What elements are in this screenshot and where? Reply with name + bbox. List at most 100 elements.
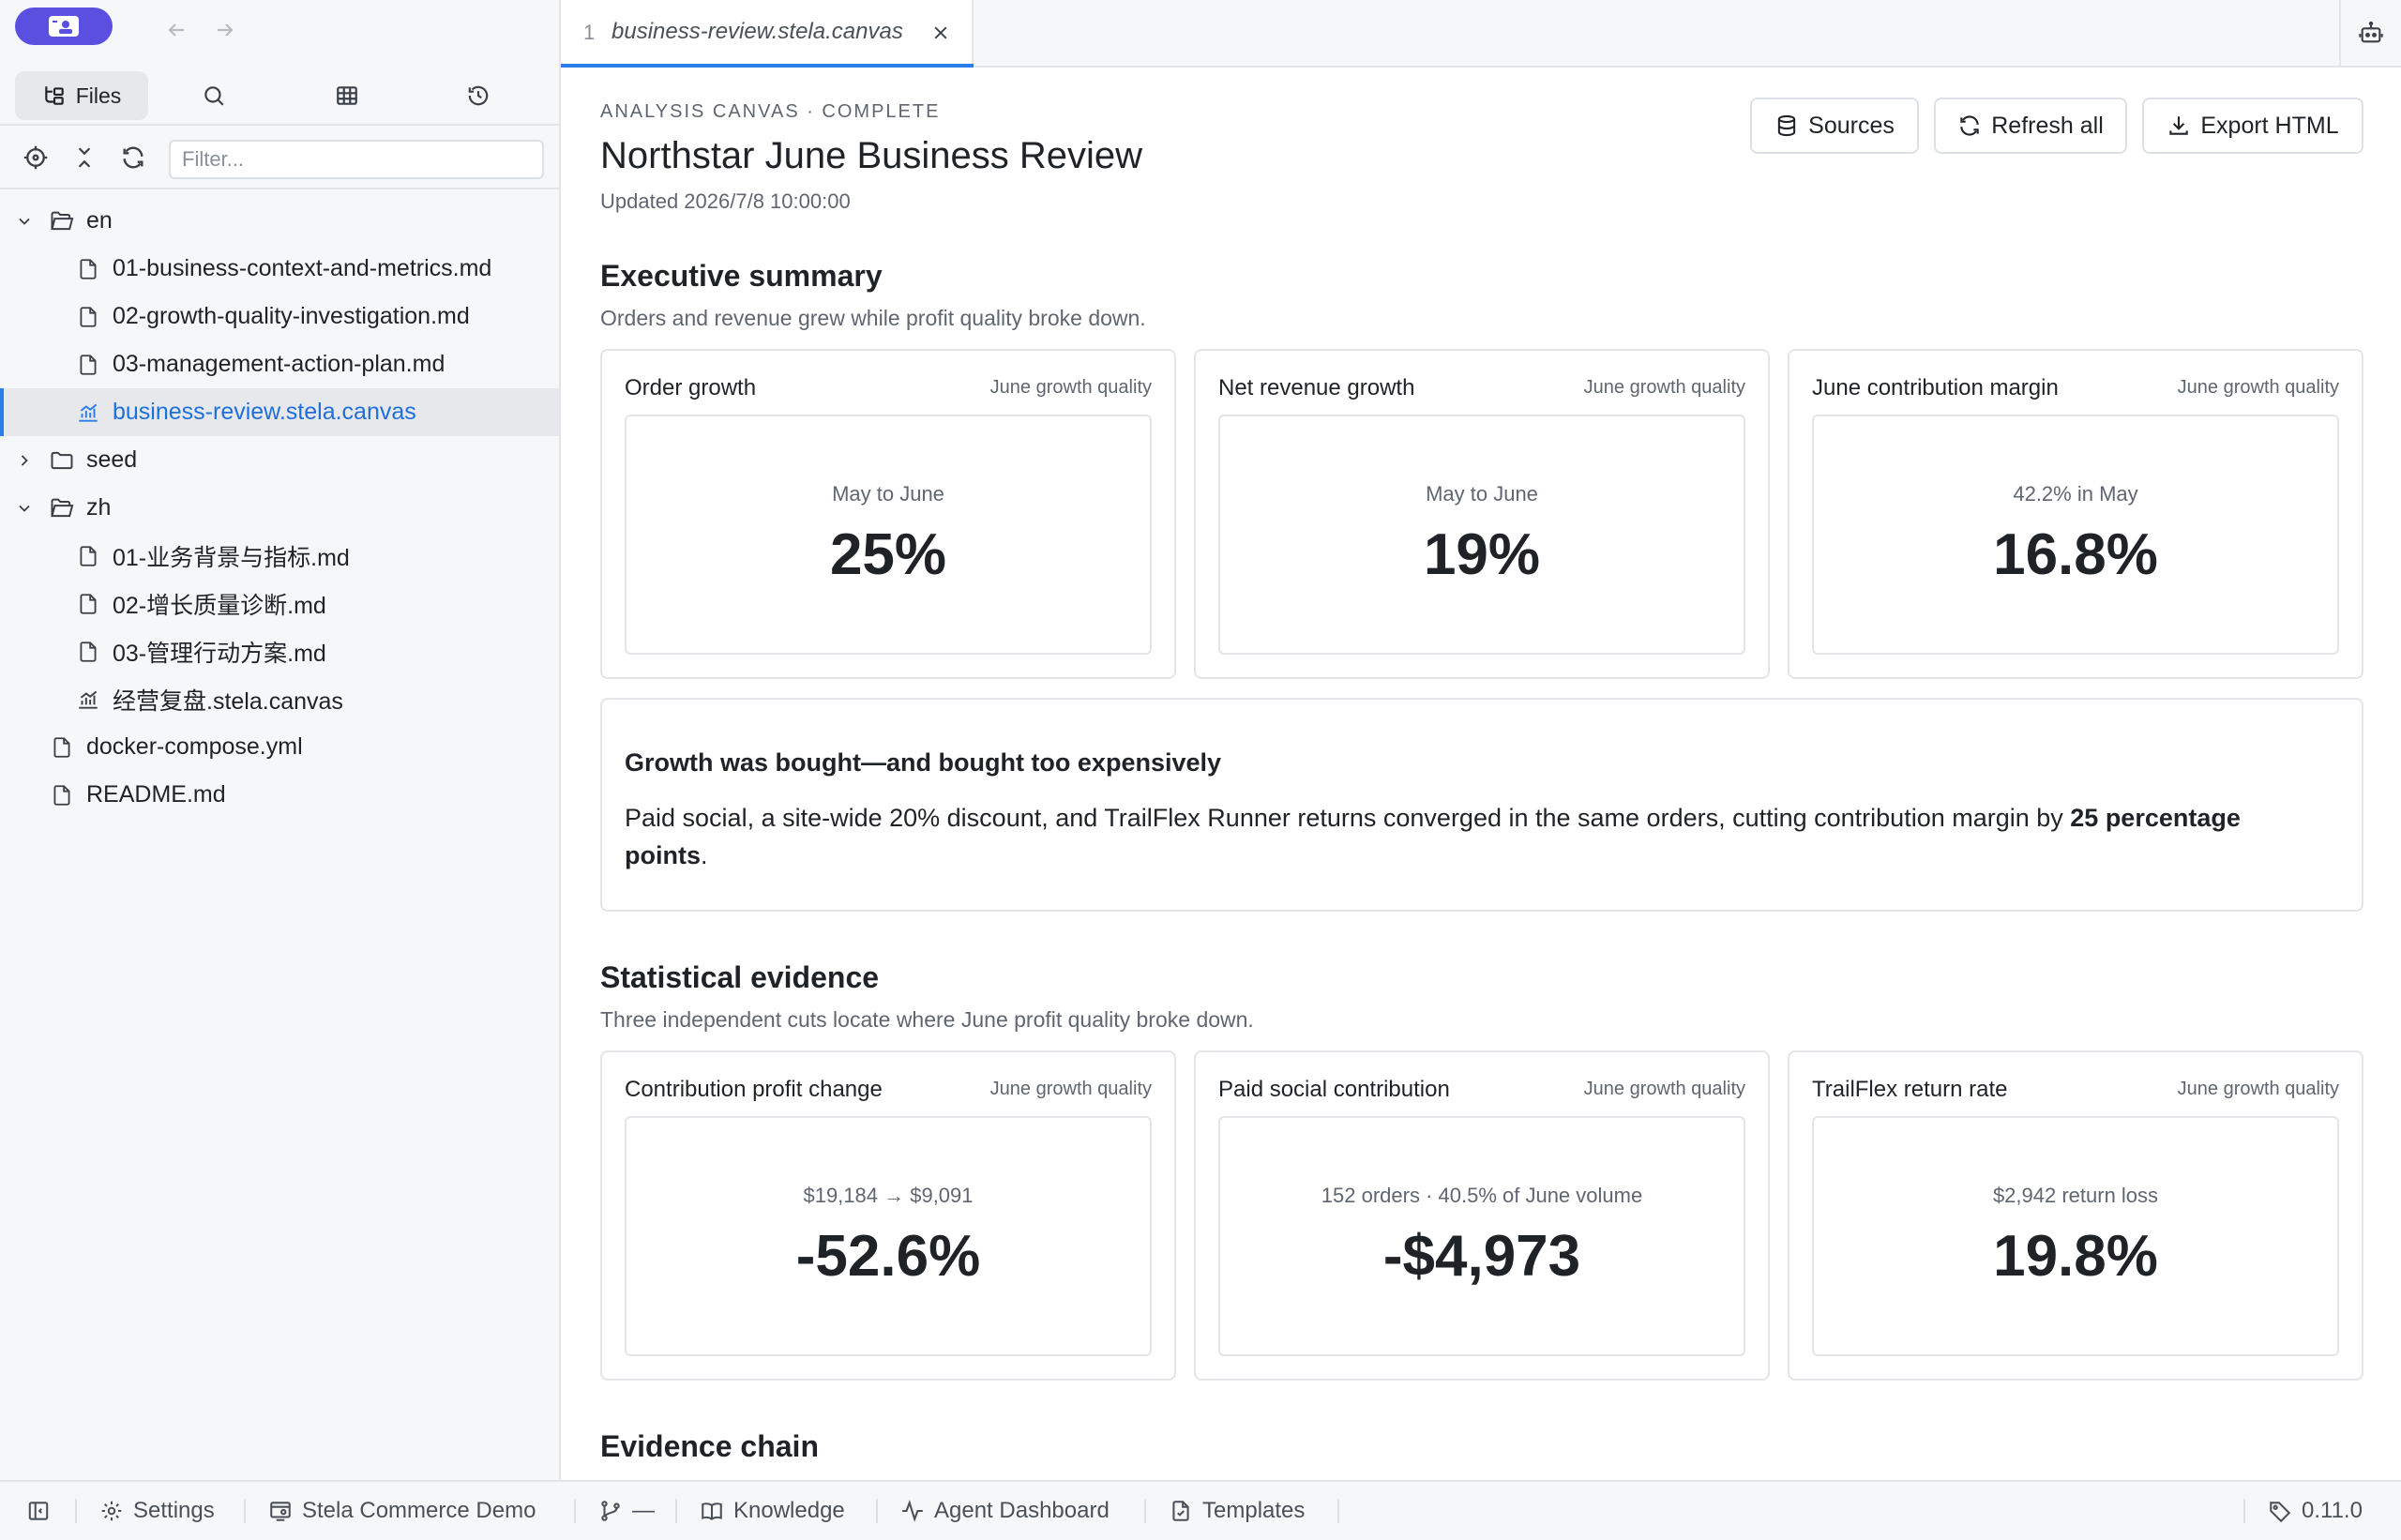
card-caption: May to June	[832, 482, 944, 506]
card-metric-box: $2,942 return loss 19.8%	[1812, 1116, 2339, 1356]
card-tag: June growth quality	[2177, 377, 2339, 398]
callout-text-end: .	[701, 841, 708, 869]
tab-search[interactable]	[184, 71, 244, 120]
settings-label: Settings	[133, 1498, 215, 1523]
filter-input[interactable]	[169, 140, 544, 179]
workspace-button[interactable]: Stela Commerce Demo	[268, 1482, 536, 1540]
file-icon	[75, 304, 101, 330]
executive-summary-heading: Executive summary	[600, 259, 883, 293]
forward-arrow-icon[interactable]	[212, 17, 238, 43]
tree-file[interactable]: 01-业务背景与指标.md	[0, 532, 559, 580]
tree-file[interactable]: 03-管理行动方案.md	[0, 627, 559, 675]
metric-card-contribution-profit-change: Contribution profit change June growth q…	[600, 1050, 1176, 1381]
evidence-chain-heading: Evidence chain	[600, 1429, 819, 1463]
version-badge[interactable]: 0.11.0	[2268, 1482, 2363, 1540]
editor-tab[interactable]: 1 business-review.stela.canvas	[561, 0, 974, 68]
locate-file-icon[interactable]	[21, 143, 51, 173]
metric-card-contribution-margin: June contribution margin June growth qua…	[1788, 349, 2363, 679]
sources-button[interactable]: Sources	[1750, 98, 1919, 154]
tree-file[interactable]: docker-compose.yml	[0, 723, 559, 771]
tree-file[interactable]: 03-management-action-plan.md	[0, 340, 559, 388]
card-metric-box: 152 orders · 40.5% of June volume -$4,97…	[1218, 1116, 1745, 1356]
card-tag: June growth quality	[1583, 1079, 1745, 1099]
statistical-evidence-heading: Statistical evidence	[600, 960, 880, 994]
card-value: 19.8%	[1993, 1224, 2158, 1289]
card-value: 25%	[829, 522, 947, 587]
export-html-button-label: Export HTML	[2200, 112, 2339, 139]
card-tag: June growth quality	[2177, 1079, 2339, 1099]
toggle-sidebar-icon[interactable]	[26, 1482, 60, 1540]
back-arrow-icon[interactable]	[163, 17, 189, 43]
search-icon	[204, 86, 224, 106]
tree-file[interactable]: 02-增长质量诊断.md	[0, 580, 559, 627]
tree-label: 01-business-context-and-metrics.md	[113, 255, 492, 281]
status-divider	[675, 1499, 677, 1523]
collapse-all-icon[interactable]	[69, 143, 99, 173]
tab-number: 1	[583, 21, 596, 44]
version-label: 0.11.0	[2302, 1498, 2363, 1523]
tree-label: business-review.stela.canvas	[113, 399, 416, 425]
file-icon	[75, 639, 101, 665]
card-value: 16.8%	[1993, 522, 2158, 587]
tree-file[interactable]: 经营复盘.stela.canvas	[0, 675, 559, 723]
settings-button[interactable]: Settings	[99, 1482, 215, 1540]
tab-history[interactable]	[448, 71, 508, 120]
card-tag: June growth quality	[1583, 377, 1745, 398]
tree-label: 02-growth-quality-investigation.md	[113, 303, 470, 329]
callout-text: Paid social, a site-wide 20% discount, a…	[625, 799, 2313, 874]
app-logo-button[interactable]	[15, 8, 113, 45]
card-caption: $19,184 → $9,091	[803, 1184, 974, 1207]
folder-open-icon	[49, 495, 75, 521]
refresh-all-button[interactable]: Refresh all	[1934, 98, 2127, 154]
tab-table[interactable]	[317, 71, 377, 120]
card-metric-box: May to June 19%	[1218, 415, 1745, 655]
tree-label: README.md	[86, 781, 226, 808]
knowledge-label: Knowledge	[733, 1498, 845, 1523]
canvas-status-eyebrow: ANALYSIS CANVAS · COMPLETE	[600, 101, 941, 122]
callout-text-start: Paid social, a site-wide 20% discount, a…	[625, 804, 2071, 832]
templates-label: Templates	[1202, 1498, 1306, 1523]
file-icon	[75, 591, 101, 617]
agent-bot-icon[interactable]	[2339, 0, 2401, 66]
tree-file[interactable]: 02-growth-quality-investigation.md	[0, 293, 559, 340]
card-caption: May to June	[1426, 482, 1538, 506]
card-title: Net revenue growth	[1218, 375, 1415, 400]
close-icon[interactable]	[929, 21, 953, 45]
card-caption: 152 orders · 40.5% of June volume	[1321, 1184, 1643, 1207]
chart-canvas-icon	[75, 687, 101, 713]
metric-card-net-revenue-growth: Net revenue growth June growth quality M…	[1194, 349, 1770, 679]
file-tree-icon	[44, 86, 64, 105]
tree-label: docker-compose.yml	[86, 733, 303, 760]
templates-button[interactable]: Templates	[1169, 1482, 1305, 1540]
metric-card-paid-social-contribution: Paid social contribution June growth qua…	[1194, 1050, 1770, 1381]
tree-folder-en[interactable]: en	[0, 197, 559, 245]
knowledge-button[interactable]: Knowledge	[700, 1482, 845, 1540]
card-title: Order growth	[625, 375, 757, 400]
card-tag: June growth quality	[989, 1079, 1152, 1099]
activity-icon	[902, 1500, 923, 1522]
sources-button-label: Sources	[1808, 112, 1895, 139]
tree-label: 经营复盘.stela.canvas	[113, 687, 343, 715]
tab-files[interactable]: Files	[15, 71, 148, 120]
card-title: TrailFlex return rate	[1812, 1077, 2008, 1102]
status-divider	[1144, 1499, 1146, 1523]
tree-label: 03-management-action-plan.md	[113, 351, 445, 377]
folder-open-icon	[49, 208, 75, 234]
tree-folder-zh[interactable]: zh	[0, 484, 559, 532]
tree-file[interactable]: README.md	[0, 771, 559, 819]
git-branch-icon	[601, 1501, 620, 1521]
export-html-button[interactable]: Export HTML	[2142, 98, 2363, 154]
file-icon	[75, 352, 101, 378]
tree-file[interactable]: 01-business-context-and-metrics.md	[0, 245, 559, 293]
workspace-icon	[49, 16, 79, 37]
tree-file-selected[interactable]: business-review.stela.canvas	[0, 388, 559, 436]
branch-indicator[interactable]: —	[598, 1482, 655, 1540]
page-title: Northstar June Business Review	[600, 135, 1143, 176]
tree-folder-seed[interactable]: seed	[0, 436, 559, 484]
chevron-right-icon	[13, 449, 36, 472]
table-icon	[337, 86, 357, 105]
metric-card-trailflex-return-rate: TrailFlex return rate June growth qualit…	[1788, 1050, 2363, 1381]
refresh-icon	[1960, 115, 1979, 136]
agent-dashboard-button[interactable]: Agent Dashboard	[900, 1482, 1110, 1540]
refresh-tree-icon[interactable]	[118, 143, 148, 173]
